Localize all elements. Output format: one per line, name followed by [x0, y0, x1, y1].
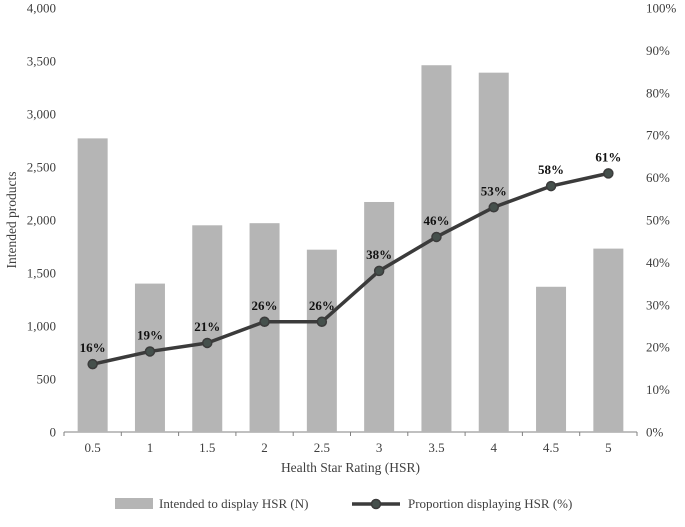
- line-marker-4.5: [545, 180, 557, 192]
- right-axis-tick-label: 40%: [646, 255, 670, 270]
- left-axis-tick-label: 3,000: [27, 107, 56, 122]
- right-axis-tick-label: 30%: [646, 297, 670, 312]
- left-axis-tick-label: 2,000: [27, 213, 56, 228]
- legend-bar-swatch: [115, 498, 153, 509]
- line-marker-1: [144, 346, 156, 357]
- bar-3.5: [421, 65, 452, 433]
- line-marker-1.5: [202, 337, 213, 349]
- line-marker-4: [488, 202, 499, 213]
- legend-line-label: Proportion displaying HSR (%): [408, 496, 572, 511]
- left-axis-tick-label: 4,000: [27, 1, 56, 16]
- line-data-label: 61%: [595, 149, 621, 164]
- left-axis-tick-label: 500: [37, 372, 57, 387]
- line-marker-0.5: [87, 358, 98, 370]
- bar-2.5: [306, 249, 337, 432]
- x-axis-category-label: 3: [376, 440, 383, 455]
- line-data-label: 38%: [366, 247, 392, 262]
- bar-1.5: [192, 225, 223, 432]
- y-axis-title: Intended products: [4, 171, 19, 268]
- x-axis-category-label: 1.5: [199, 440, 215, 455]
- line-marker-2.5: [316, 316, 328, 328]
- line-data-label: 58%: [538, 162, 564, 177]
- line-data-label: 26%: [309, 298, 335, 313]
- left-axis-tick-label: 1,500: [27, 266, 56, 281]
- bar-0.5: [77, 138, 108, 432]
- right-axis-tick-label: 90%: [646, 43, 670, 58]
- x-axis-category-label: 5: [605, 440, 612, 455]
- x-axis-title: Health Star Rating (HSR): [281, 460, 420, 475]
- left-axis-tick-label: 3,500: [27, 54, 56, 69]
- x-axis-category-label: 1: [147, 440, 154, 455]
- right-axis-tick-label: 100%: [646, 1, 677, 16]
- bar-1: [134, 283, 165, 432]
- x-axis-category-label: 4.5: [543, 440, 559, 455]
- left-axis-tick-label: 2,500: [27, 160, 56, 175]
- line-data-label: 21%: [194, 319, 220, 334]
- line-marker-3.5: [431, 231, 442, 243]
- line-data-label: 53%: [481, 183, 507, 198]
- legend-bar-label: Intended to display HSR (N): [159, 496, 308, 511]
- bar-4.5: [536, 286, 567, 432]
- line-marker-3: [373, 265, 385, 277]
- bar-2: [249, 223, 280, 432]
- right-axis-tick-label: 70%: [646, 128, 670, 143]
- right-axis-tick-label: 20%: [646, 340, 670, 355]
- right-axis-tick-label: 0%: [646, 425, 664, 440]
- x-axis-category-label: 2: [261, 440, 268, 455]
- line-data-label: 26%: [252, 298, 278, 313]
- x-axis-category-label: 4: [491, 440, 498, 455]
- line-marker-2: [259, 316, 270, 328]
- right-axis-tick-label: 60%: [646, 170, 670, 185]
- right-axis-tick-label: 50%: [646, 213, 670, 228]
- line-data-label: 19%: [137, 327, 163, 342]
- line-marker-5: [603, 168, 614, 179]
- x-axis-category-label: 0.5: [85, 440, 101, 455]
- right-axis-tick-label: 10%: [646, 382, 670, 397]
- line-data-label: 16%: [80, 340, 106, 355]
- legend-line-marker: [370, 498, 382, 510]
- bar-3: [364, 201, 395, 432]
- bar-5: [593, 248, 624, 432]
- line-data-label: 46%: [423, 213, 449, 228]
- left-axis-tick-label: 1,000: [27, 319, 56, 334]
- x-axis-category-label: 3.5: [428, 440, 444, 455]
- left-axis-tick-label: 0: [50, 425, 57, 440]
- bar-4: [478, 72, 509, 432]
- proportion-line: [90, 171, 611, 366]
- right-axis-tick-label: 80%: [646, 85, 670, 100]
- x-axis-category-label: 2.5: [314, 440, 330, 455]
